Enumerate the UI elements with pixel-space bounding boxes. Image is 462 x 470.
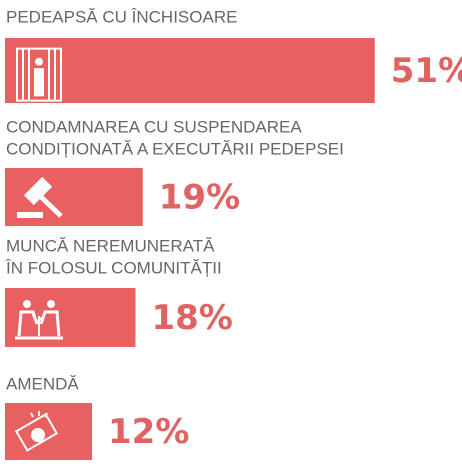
value-label: 19%: [159, 178, 240, 218]
icon: [16, 47, 62, 102]
icon-hammer: [23, 176, 53, 206]
category-label: AMENDĂ: [6, 374, 79, 393]
icon-base: [17, 212, 43, 218]
icon-head: [47, 300, 55, 308]
icon-rays: [30, 411, 48, 418]
icon: [17, 176, 63, 218]
icon-body: [34, 68, 44, 97]
bar: [5, 403, 92, 460]
category-label: CONDIȚIONATĂ A EXECUTĂRII PEDEPSEI: [6, 139, 344, 158]
category-label: MUNCĂ NEREMUNERATĂ: [6, 236, 215, 255]
icon: [14, 411, 59, 452]
icon-head: [35, 57, 43, 66]
icon-frame: [16, 47, 62, 102]
icon-handle: [36, 192, 63, 218]
icon-note: [14, 413, 59, 452]
category-label: PEDEAPSĂ CU ÎNCHISOARE: [6, 7, 237, 26]
icon-head: [23, 300, 31, 308]
icon-coin: [31, 428, 45, 442]
value-label: 51%: [391, 51, 462, 91]
category-label: ÎN FOLOSUL COMUNITĂȚII: [5, 258, 222, 277]
value-label: 18%: [152, 298, 233, 338]
category-label: CONDAMNAREA CU SUSPENDAREA: [6, 117, 302, 136]
icon: [15, 300, 63, 340]
bar: [5, 38, 375, 103]
icon-plant: [32, 311, 46, 336]
value-label: 12%: [108, 412, 189, 452]
